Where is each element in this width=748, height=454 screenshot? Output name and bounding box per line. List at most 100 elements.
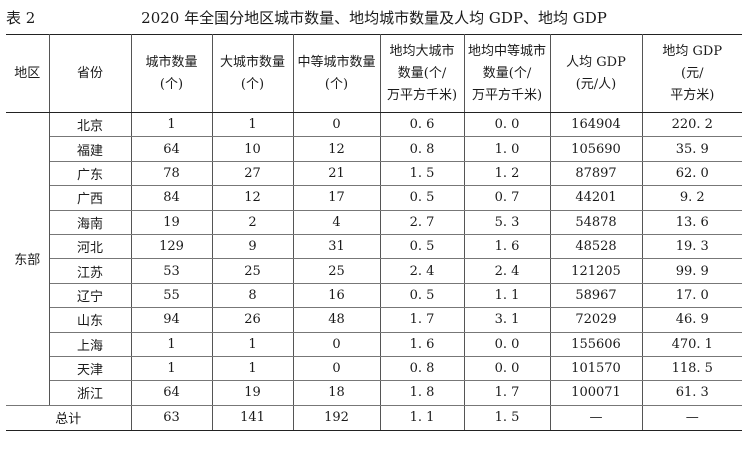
table-row: 河北 129 9 31 0. 5 1. 6 48528 19. 3 [6,234,742,260]
column-header-line: 数量(个/ [482,65,532,81]
value-cell: 53 [130,258,213,284]
value-cell: 26 [211,307,294,333]
value-cell: 8 [211,283,294,309]
table-row: 海南 19 2 4 2. 7 5. 3 54878 13. 6 [6,210,742,235]
value-cell: 0. 5 [379,234,465,260]
column-header-line: (个) [240,76,265,92]
province-cell: 北京 [48,112,132,138]
table-label: 表 2 [6,9,36,27]
value-cell: 19. 3 [641,234,742,260]
total-value: — [549,405,643,431]
value-cell: 1. 1 [463,283,551,309]
total-value: 192 [292,405,381,431]
column-header: 地均中等城市 数量(个/万平方千米) [463,34,551,113]
table-row: 辽宁 55 8 16 0. 5 1. 1 58967 17. 0 [6,283,742,309]
value-cell: 78 [130,161,213,187]
value-cell: 25 [211,258,294,284]
value-cell: 9. 2 [641,185,742,211]
province-cell: 辽宁 [49,283,132,309]
value-cell: 21 [292,161,381,187]
data-table: 地区 省份 城市数量 (个) 大城市数量 (个) 中等城市数量 (个) 地均大城市 数量(个/万平… [6,34,742,431]
value-cell: 4 [292,210,381,235]
total-label: 总计 [6,405,132,431]
column-header: 地区 [6,34,50,113]
table-row: 山东 94 26 48 1. 7 3. 1 72029 46. 9 [6,307,742,333]
value-cell: 1 [211,356,294,382]
value-cell: 64 [130,136,213,162]
value-cell: 64 [130,380,213,406]
column-header-line: 中等城市数量 [297,54,376,70]
value-cell: 1. 7 [463,380,551,406]
table-caption: 表 2 2020 年全国分地区城市数量、地均城市数量及人均 GDP、地均 GDP [6,7,742,29]
province-cell: 河北 [49,234,132,260]
column-header-line: 人均 GDP [566,54,626,70]
province-cell: 海南 [49,210,132,235]
value-cell: 19 [211,380,294,406]
value-cell: 1 [130,112,213,138]
value-cell: 31 [292,234,381,260]
province-cell: 广东 [49,161,132,187]
column-header: 地均 GDP (元/平方米) [641,34,742,113]
value-cell: 48 [292,307,381,333]
column-header-line: (个) [159,76,184,92]
value-cell: 2. 4 [463,258,551,284]
value-cell: 100071 [549,380,643,406]
table-row: 东部 北京 1 1 0 0. 6 0. 0 164904 220. 2 [6,112,742,406]
value-cell: 19 [130,210,213,235]
value-cell: 54878 [549,210,643,235]
value-cell: 16 [292,283,381,309]
column-header-line: (个) [324,76,349,92]
value-cell: 0 [292,356,381,382]
value-cell: 99. 9 [641,258,742,284]
column-header-line: 万平方千米) [386,87,458,103]
table-title: 2020 年全国分地区城市数量、地均城市数量及人均 GDP、地均 GDP [141,9,607,27]
value-cell: 470. 1 [641,332,742,357]
province-cell: 浙江 [49,380,132,406]
column-header-line: 万平方千米) [471,87,543,103]
value-cell: 25 [292,258,381,284]
value-cell: 3. 1 [463,307,551,333]
value-cell: 1. 7 [379,307,465,333]
column-header: 人均 GDP (元/人) [549,34,643,113]
value-cell: 1. 2 [463,161,551,187]
column-header-line: 省份 [76,65,103,81]
value-cell: 18 [292,380,381,406]
table-row: 浙江 64 19 18 1. 8 1. 7 100071 61. 3 [6,380,742,406]
column-header-line: 地均 GDP [662,43,723,59]
value-cell: 0. 7 [463,185,551,211]
value-cell: 5. 3 [463,210,551,235]
value-cell: 1 [211,332,294,357]
value-cell: 105690 [549,136,643,162]
value-cell: 10 [211,136,294,162]
value-cell: 2. 4 [379,258,465,284]
value-cell: 1 [130,332,213,357]
province-cell: 天津 [49,356,132,382]
value-cell: 155606 [549,332,643,357]
value-cell: 0. 5 [379,185,465,211]
province-cell: 江苏 [49,258,132,284]
value-cell: 164904 [549,112,643,138]
province-cell: 广西 [49,185,132,211]
value-cell: 129 [130,234,213,260]
value-cell: 12 [292,136,381,162]
value-cell: 9 [211,234,294,260]
column-header-line: 地均中等城市 [467,43,546,59]
value-cell: 27 [211,161,294,187]
column-header-line: (元/人) [575,76,617,92]
table-row: 江苏 53 25 25 2. 4 2. 4 121205 99. 9 [6,258,742,284]
value-cell: 1. 6 [379,332,465,357]
header-row: 地区 省份 城市数量 (个) 大城市数量 (个) 中等城市数量 (个) 地均大城市 数量(个/万平… [6,34,742,113]
total-value: 141 [211,405,294,431]
value-cell: 58967 [549,283,643,309]
column-header-line: 大城市数量 [219,54,285,70]
total-value: 1. 1 [379,405,465,431]
value-cell: 1. 6 [463,234,551,260]
value-cell: 2 [211,210,294,235]
province-cell: 福建 [49,136,132,162]
value-cell: 1. 0 [463,136,551,162]
column-header-line: 地区 [14,65,41,81]
value-cell: 0. 8 [379,356,465,382]
table-row: 福建 64 10 12 0. 8 1. 0 105690 35. 9 [6,136,742,162]
value-cell: 2. 7 [379,210,465,235]
region-cell: 东部 [6,112,50,406]
